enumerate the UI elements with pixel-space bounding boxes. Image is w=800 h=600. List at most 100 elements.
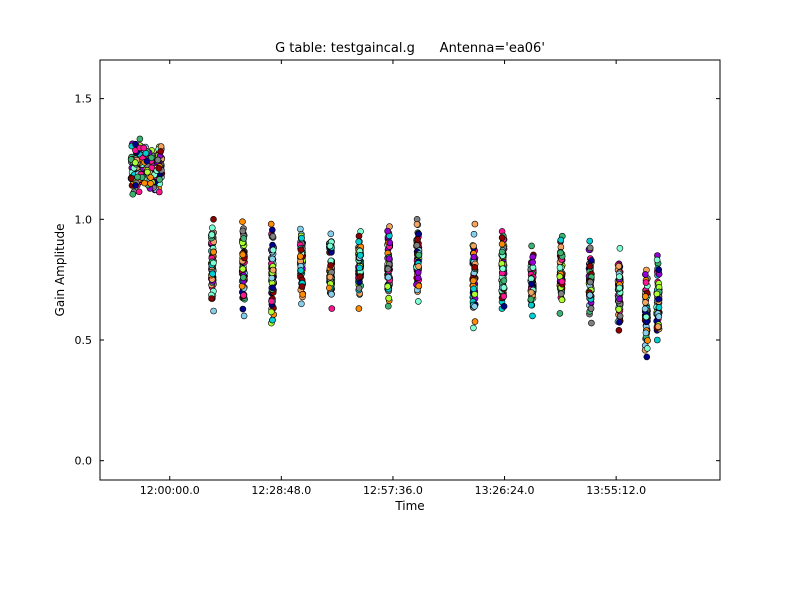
data-point — [616, 284, 623, 292]
data-point — [239, 227, 247, 235]
data-point — [643, 345, 651, 352]
y-tick-label: 1.0 — [75, 213, 93, 226]
data-point — [326, 242, 334, 250]
data-point — [240, 312, 248, 320]
data-point — [210, 307, 217, 315]
data-point — [269, 266, 277, 274]
x-tick-label: 13:26:24.0 — [475, 484, 535, 497]
data-point — [328, 305, 336, 312]
data-point — [327, 230, 335, 238]
data-point — [557, 249, 564, 257]
data-point — [210, 259, 217, 267]
data-point — [642, 293, 649, 300]
data-point — [655, 266, 663, 274]
data-point — [643, 353, 651, 361]
data-point — [414, 236, 421, 243]
data-point — [355, 284, 363, 292]
data-point — [470, 285, 478, 293]
data-point — [471, 318, 479, 325]
data-point — [298, 300, 305, 308]
data-point — [558, 296, 566, 304]
data-point — [529, 258, 537, 266]
data-point — [642, 299, 649, 306]
data-point — [269, 284, 276, 292]
data-point — [471, 263, 479, 271]
data-point — [527, 301, 535, 309]
data-point — [644, 337, 651, 344]
data-point — [239, 218, 246, 225]
x-axis-label: Time — [394, 499, 424, 513]
data-point — [500, 292, 508, 300]
data-point — [385, 294, 393, 302]
data-point — [268, 226, 276, 234]
data-point — [297, 253, 304, 260]
data-point — [140, 144, 148, 152]
data-point — [655, 304, 663, 311]
data-point — [641, 271, 649, 278]
chart-title: G table: testgaincal.g Antenna='ea06' — [275, 41, 545, 56]
data-point — [470, 230, 478, 238]
data-point — [415, 263, 422, 270]
data-point — [469, 277, 477, 285]
data-point — [529, 312, 536, 320]
data-point — [269, 255, 276, 263]
data-point — [641, 305, 649, 313]
data-point — [653, 256, 661, 264]
data-point — [384, 227, 391, 235]
data-point — [326, 273, 334, 281]
data-point — [642, 279, 650, 286]
y-tick-label: 1.5 — [75, 93, 93, 106]
data-point — [557, 236, 565, 244]
data-point — [356, 252, 364, 259]
data-point — [239, 305, 247, 313]
data-point — [240, 291, 247, 299]
data-point — [415, 282, 423, 290]
data-point — [557, 290, 565, 298]
data-point — [556, 264, 564, 271]
data-point — [267, 220, 275, 228]
y-tick-label: 0.0 — [75, 455, 93, 468]
data-point — [384, 265, 392, 273]
data-point — [385, 255, 393, 263]
y-axis-label: Gain Amplitude — [53, 224, 67, 317]
data-point — [157, 148, 164, 155]
data-point — [586, 278, 594, 286]
data-point — [500, 284, 508, 291]
data-point — [267, 308, 275, 316]
data-point — [498, 234, 506, 241]
data-point — [129, 190, 137, 198]
data-point — [470, 253, 478, 261]
data-point — [328, 290, 335, 298]
data-point — [355, 232, 363, 240]
data-point — [615, 326, 623, 334]
data-point — [498, 240, 506, 248]
plot-frame — [99, 59, 721, 481]
data-point — [586, 244, 594, 252]
data-point — [616, 295, 623, 303]
y-tick-label: 0.5 — [75, 334, 93, 347]
data-point — [144, 168, 151, 176]
data-point — [470, 324, 477, 332]
data-point — [588, 257, 595, 264]
data-point — [616, 245, 624, 252]
data-point — [269, 246, 277, 254]
data-point — [239, 265, 247, 273]
data-point — [616, 273, 623, 281]
data-point — [141, 179, 148, 187]
data-point — [210, 216, 217, 223]
data-point — [148, 154, 155, 162]
data-point — [240, 274, 247, 281]
data-point — [415, 230, 423, 238]
data-point — [471, 303, 478, 310]
data-point — [586, 237, 594, 245]
data-point — [654, 323, 662, 330]
data-point — [615, 305, 623, 313]
data-point — [136, 135, 144, 143]
data-point — [297, 267, 305, 274]
data-point — [355, 305, 363, 312]
data-point — [209, 224, 216, 232]
data-point — [615, 262, 623, 270]
x-tick-label: 12:28:48.0 — [251, 484, 311, 497]
data-point — [356, 273, 364, 280]
data-point — [386, 239, 394, 247]
